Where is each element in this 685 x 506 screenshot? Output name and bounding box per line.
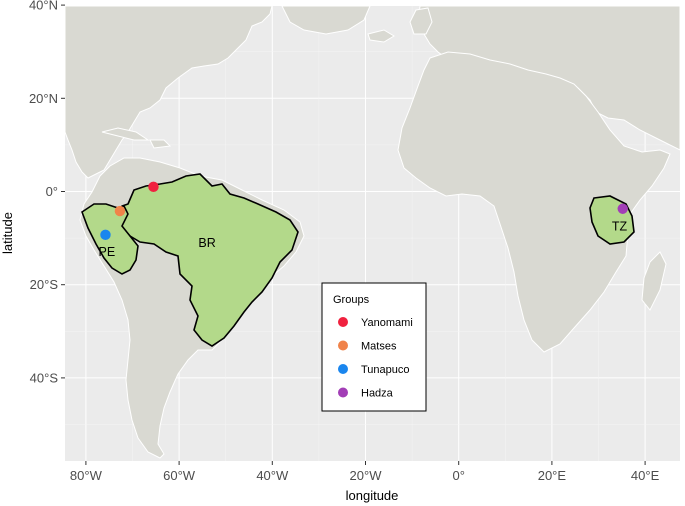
legend-key-tunapuco bbox=[338, 364, 348, 374]
y-tick-label-3: 20°S bbox=[30, 277, 59, 292]
land-british-isles bbox=[409, 7, 433, 35]
legend-items: Yanomami Matses Tunapuco Hadza bbox=[338, 317, 413, 400]
legend-key-hadza bbox=[338, 387, 348, 398]
country-label-br: BR bbox=[198, 236, 215, 250]
x-tick-label-2: 40°W bbox=[256, 468, 289, 483]
x-tick-label-3: 20°W bbox=[350, 468, 383, 483]
land-madagascar bbox=[641, 251, 667, 311]
legend-key-yanomami bbox=[338, 317, 348, 327]
y-tick-label-2: 0° bbox=[46, 184, 58, 199]
point-matses bbox=[114, 205, 126, 217]
point-hadza bbox=[617, 203, 628, 214]
x-tick-label-4: 0° bbox=[452, 468, 464, 483]
legend: Groups Yanomami Matses Tunapuco Hadza bbox=[321, 282, 427, 412]
y-tick-label-1: 20°N bbox=[29, 91, 58, 106]
country-peru bbox=[81, 203, 139, 275]
country-label-tz: TZ bbox=[612, 219, 628, 233]
y-tick-label-4: 40°S bbox=[30, 370, 59, 385]
y-axis-ticks: 40°N 20°N 0° 20°S 40°S bbox=[29, 0, 65, 385]
legend-label-hadza: Hadza bbox=[361, 388, 394, 400]
country-brazil bbox=[115, 173, 299, 347]
x-axis-title: longitude bbox=[346, 488, 399, 503]
legend-label-matses: Matses bbox=[361, 341, 397, 353]
country-label-pe: PE bbox=[99, 245, 116, 259]
x-axis-ticks: 80°W 60°W 40°W 20°W 0° 20°E 40°E bbox=[70, 461, 660, 483]
y-tick-label-0: 40°N bbox=[29, 0, 58, 13]
land-greenland bbox=[281, 5, 371, 35]
country-labels: PE BR TZ bbox=[99, 219, 628, 259]
land-africa bbox=[397, 51, 671, 353]
legend-label-tunapuco: Tunapuco bbox=[361, 364, 410, 376]
x-tick-label-1: 60°W bbox=[163, 468, 196, 483]
legend-key-matses bbox=[338, 340, 348, 351]
x-tick-label-0: 80°W bbox=[70, 468, 103, 483]
x-tick-label-5: 20°E bbox=[538, 468, 567, 483]
land-iceland bbox=[367, 29, 395, 43]
y-axis-title: latitude bbox=[0, 212, 15, 254]
legend-title: Groups bbox=[333, 294, 370, 306]
x-tick-label-6: 40°E bbox=[631, 468, 660, 483]
land-hispaniola bbox=[149, 139, 172, 149]
point-tunapuco bbox=[100, 229, 111, 241]
land-cuba bbox=[101, 127, 150, 141]
legend-label-yanomami: Yanomami bbox=[361, 317, 413, 329]
group-points bbox=[100, 181, 628, 241]
point-yanomami bbox=[148, 181, 159, 193]
map-panel: PE BR TZ bbox=[64, 4, 681, 461]
